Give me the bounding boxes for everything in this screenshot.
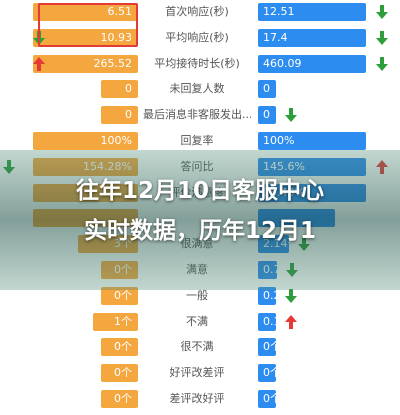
right-up-arrow-icon	[285, 314, 297, 329]
left-value-bar: 10.93	[33, 28, 138, 47]
right-down-arrow-icon	[376, 30, 388, 45]
overlay-title-line-1: 往年12月10日客服中心	[75, 178, 324, 204]
metric-label: 回复率	[180, 134, 214, 147]
left-value-bar: 6.51	[33, 3, 138, 21]
left-value-bar: 0个	[101, 338, 138, 357]
metric-label: 未回复人数	[169, 82, 225, 96]
right-value-bar: 0个	[258, 390, 281, 408]
left-down-arrow-icon	[33, 30, 45, 45]
right-down-arrow-icon	[376, 56, 388, 71]
table-row: 0个 一般 0.29个	[0, 285, 400, 307]
left-value-bar: 0	[101, 106, 138, 125]
metric-label: 不满	[186, 314, 208, 328]
right-value-bar: 0个	[258, 338, 281, 357]
left-value-bar: 100%	[33, 132, 138, 150]
left-value-bar: 265.52	[33, 54, 138, 73]
left-value-bar: 0个	[101, 390, 138, 408]
metric-label: 好评改差评	[169, 366, 225, 380]
metric-label: 首次响应(秒)	[165, 5, 229, 18]
table-row: 265.52 平均接待时长(秒) 460.09	[0, 53, 400, 75]
table-row: 0个 很不满 0个	[0, 336, 400, 358]
table-row: 10.93 平均响应(秒) 17.4	[0, 27, 400, 49]
right-value-bar: 12.51	[258, 3, 366, 21]
left-value-bar: 0个	[101, 364, 138, 383]
table-row: 0个 差评改好评 0个	[0, 388, 400, 410]
right-value-bar: 0个	[258, 364, 281, 383]
table-row: 6.51 首次响应(秒) 12.51	[0, 1, 400, 23]
metric-label: 平均响应(秒)	[165, 30, 229, 44]
metric-label: 平均接待时长(秒)	[154, 56, 240, 70]
metric-label: 很不满	[180, 340, 214, 354]
overlay-title-line-2: 实时数据，历年12月1	[83, 218, 316, 244]
right-down-arrow-icon	[285, 108, 297, 123]
left-value-bar: 0个	[101, 286, 138, 305]
left-up-arrow-icon	[33, 56, 45, 71]
metric-label: 一般	[186, 288, 208, 302]
table-row: 0 最后消息非客服发出... 0	[0, 104, 400, 126]
table-row: 0个 好评改差评 0个	[0, 362, 400, 384]
right-value-bar: 17.4	[258, 28, 366, 47]
metric-label: 差评改好评	[169, 392, 225, 405]
right-down-arrow-icon	[376, 5, 388, 19]
table-row: 1个 不满 0.14个	[0, 311, 400, 333]
right-value-bar: 100%	[258, 132, 366, 150]
title-overlay-band	[0, 150, 400, 290]
metric-label: 最后消息非客服发出...	[143, 108, 251, 122]
left-value-bar: 0	[101, 80, 138, 99]
table-row: 0 未回复人数 0	[0, 78, 400, 100]
right-down-arrow-icon	[285, 288, 297, 303]
right-value-bar: 0.14个	[258, 312, 299, 331]
right-value-bar: 0	[258, 106, 276, 125]
left-value-bar: 1个	[93, 312, 138, 331]
right-value-bar: 460.09	[258, 54, 366, 73]
table-row: 100% 回复率 100%	[0, 130, 400, 152]
right-value-bar: 0	[258, 80, 276, 99]
